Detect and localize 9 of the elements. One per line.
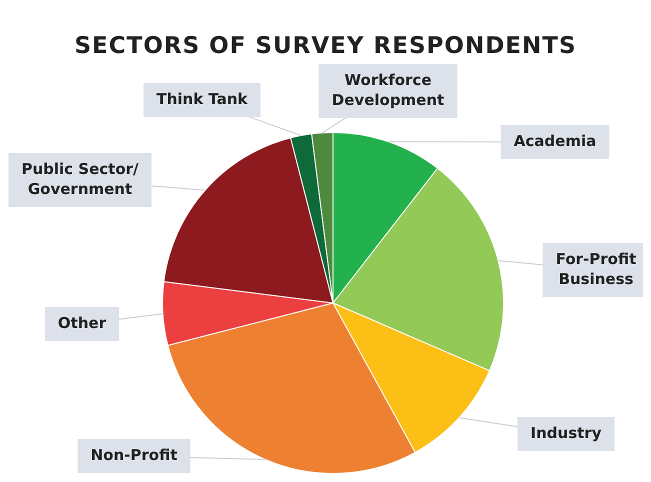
slice-label: Other [58, 314, 107, 332]
slice-label: Industry [530, 424, 602, 442]
slice-label: Think Tank [156, 90, 249, 108]
chart-title: SECTORS OF SURVEY RESPONDENTS [74, 32, 577, 59]
slice-label: Academia [514, 132, 596, 150]
slice-label: Public Sector/ Government [21, 160, 140, 198]
slice-label: For-Profit Business [556, 250, 636, 288]
slice-label: Non-Profit [90, 446, 178, 464]
slice-label: Workforce Development [332, 70, 444, 109]
